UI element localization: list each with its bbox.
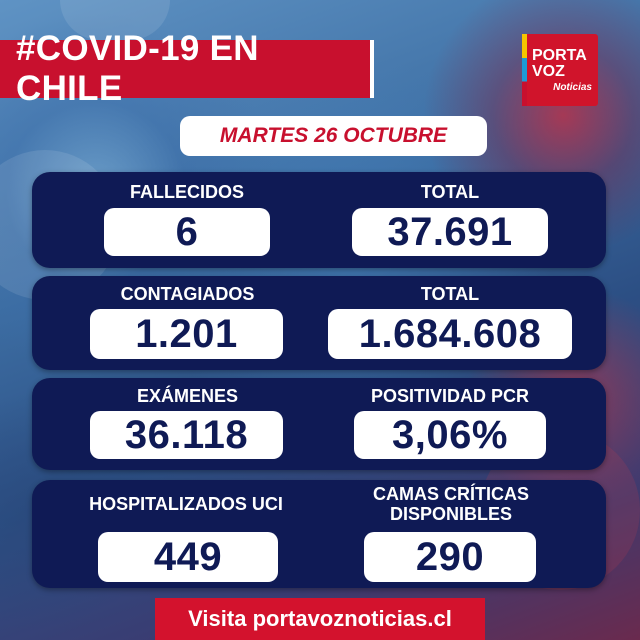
contagiados-label: CONTAGIADOS	[120, 284, 255, 304]
logo-line-2: VOZ	[532, 62, 565, 80]
camas-value-box: 290	[364, 532, 536, 582]
card-hospitalizados: HOSPITALIZADOS UCI 449 CAMAS CRÍTICAS DI…	[32, 480, 606, 588]
contagiados-total-label: TOTAL	[420, 284, 480, 304]
contagiados-value-box: 1.201	[90, 309, 283, 359]
fallecidos-label: FALLECIDOS	[129, 182, 244, 202]
camas-value: 290	[415, 534, 485, 579]
camas-label-line-1: CAMAS CRÍTICAS	[373, 484, 529, 504]
uci-value: 449	[153, 534, 223, 579]
page-title: #COVID-19 EN CHILE	[16, 29, 259, 108]
contagiados-total-value-box: 1.684.608	[328, 309, 572, 359]
card-fallecidos: FALLECIDOS 6 TOTAL 37.691	[32, 172, 606, 268]
uci-value-box: 449	[98, 532, 278, 582]
positividad-value: 3,06%	[392, 412, 508, 457]
fallecidos-total-label: TOTAL	[420, 182, 480, 202]
date-pill: MARTES 26 OCTUBRE	[180, 116, 487, 156]
fallecidos-value-box: 6	[104, 208, 270, 256]
header-banner: #COVID-19 EN CHILE	[0, 29, 374, 108]
background-virus-shape	[60, 0, 170, 40]
portavoz-logo[interactable]: PORTA VOZ Noticias	[522, 34, 598, 106]
contagiados-total-value: 1.684.608	[358, 311, 542, 356]
examenes-value: 36.118	[124, 412, 249, 457]
fallecidos-total-value: 37.691	[387, 209, 513, 254]
logo-stripe	[522, 34, 527, 106]
fallecidos-value: 6	[175, 209, 199, 254]
positividad-value-box: 3,06%	[354, 411, 546, 459]
uci-label: HOSPITALIZADOS UCI	[89, 494, 283, 514]
examenes-label: EXÁMENES	[136, 386, 239, 406]
fallecidos-total-value-box: 37.691	[352, 208, 548, 256]
date-label: MARTES 26 OCTUBRE	[219, 124, 448, 147]
camas-label-line-2: DISPONIBLES	[389, 504, 513, 524]
examenes-value-box: 36.118	[90, 411, 283, 459]
positividad-label: POSITIVIDAD PCR	[370, 386, 530, 406]
card-contagiados: CONTAGIADOS 1.201 TOTAL 1.684.608	[32, 276, 606, 370]
contagiados-value: 1.201	[135, 311, 238, 356]
footer-link-text[interactable]: Visita portavoznoticias.cl	[188, 606, 452, 631]
footer-link[interactable]: Visita portavoznoticias.cl	[155, 598, 485, 640]
logo-line-1: PORTA	[532, 46, 587, 64]
card-examenes: EXÁMENES 36.118 POSITIVIDAD PCR 3,06%	[32, 378, 606, 470]
logo-line-3: Noticias	[553, 81, 592, 93]
